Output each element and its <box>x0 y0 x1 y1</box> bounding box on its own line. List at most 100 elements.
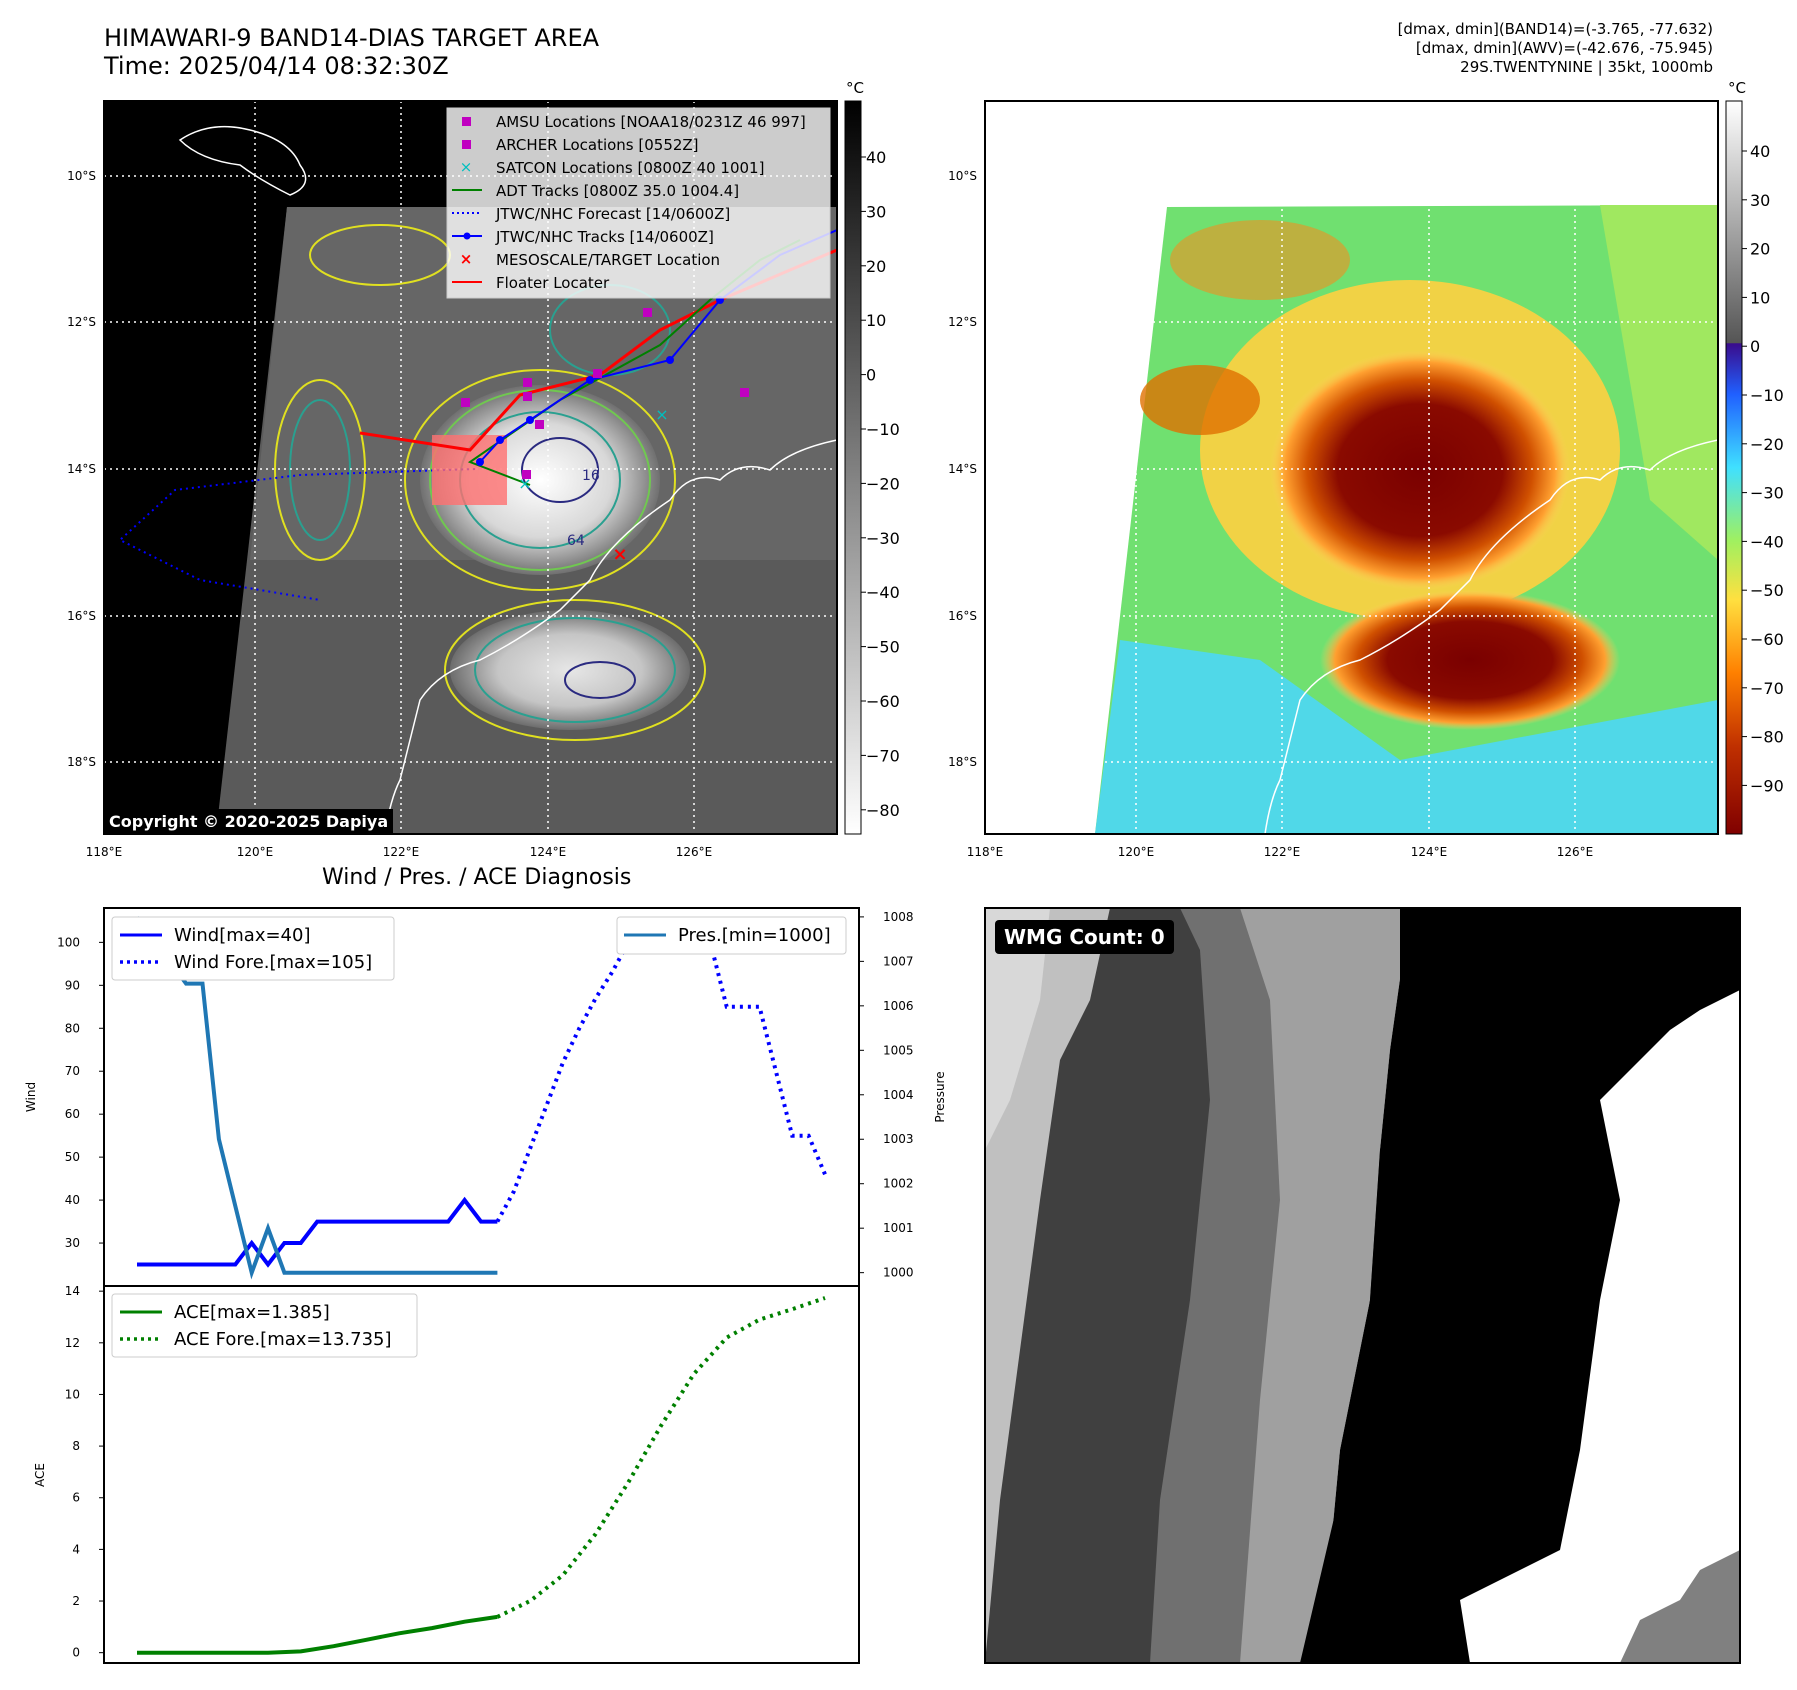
legend-target: MESOSCALE/TARGET Location <box>496 251 720 269</box>
legend-adt: ADT Tracks [0800Z 35.0 1004.4] <box>496 182 739 200</box>
wind-tick: 90 <box>65 978 80 992</box>
pressure-tick: 1008 <box>883 910 914 924</box>
ir-lat-tick: 16°S <box>67 609 96 623</box>
wind-tick: 100 <box>57 935 80 949</box>
wv-colorbar <box>1725 100 1743 835</box>
pressure-tick: 1005 <box>883 1043 914 1057</box>
ace-tick: 12 <box>65 1336 80 1350</box>
pressure-tick: 1004 <box>883 1088 914 1102</box>
wv-colorbar-tick: −80 <box>1750 728 1784 747</box>
ir-colorbar <box>844 100 862 835</box>
ir-lon-tick: 118°E <box>86 845 123 859</box>
wv-lat-tick: 10°S <box>948 169 977 183</box>
ir-colorbar-tick: −10 <box>866 420 900 439</box>
ir-lat-tick: 14°S <box>67 462 96 476</box>
ace-tick: 4 <box>72 1542 80 1556</box>
legend-amsu: AMSU Locations [NOAA18/0231Z 46 997] <box>496 113 806 131</box>
svg-text:×: × <box>518 474 531 493</box>
pressure-tick: 1000 <box>883 1266 914 1280</box>
ace-tick: 8 <box>72 1439 80 1453</box>
legend-pressure: Pres.[min=1000] <box>678 925 831 946</box>
wv-colorbar-tick: 0 <box>1750 337 1760 356</box>
ir-colorbar-tick: 30 <box>866 202 886 221</box>
ir-colorbar-tick: −20 <box>866 474 900 493</box>
wv-coastline <box>1264 439 1718 834</box>
wv-lon-tick: 122°E <box>1264 845 1301 859</box>
wv-colorbar-tick: 20 <box>1750 240 1770 259</box>
wv-map <box>985 101 1718 834</box>
ir-colorbar-tick: −30 <box>866 529 900 548</box>
contour-label-64: 64 <box>567 533 585 549</box>
wv-colorbar-tick: 10 <box>1750 288 1770 307</box>
wind-tick: 80 <box>65 1021 80 1035</box>
jtwc-forecast-track <box>118 468 476 601</box>
stats-block: [dmax, dmin](BAND14)=(-3.765, -77.632) [… <box>1398 20 1713 77</box>
wmg-panel <box>985 908 1740 1663</box>
ir-lon-tick: 122°E <box>383 845 420 859</box>
legend-archer: ARCHER Locations [0552Z] <box>496 136 699 154</box>
wv-colorbar-tick: −70 <box>1750 679 1784 698</box>
ir-colorbar-tick: 40 <box>866 148 886 167</box>
wv-colorbar-tick: −50 <box>1750 581 1784 600</box>
ace-tick: 2 <box>72 1594 80 1608</box>
ir-colorbar-tick: −70 <box>866 746 900 765</box>
legend-wind-fore: Wind Fore.[max=105] <box>174 952 372 973</box>
svg-text:×: × <box>460 158 473 176</box>
figure-title: HIMAWARI-9 BAND14-DIAS TARGET AREA Time:… <box>104 24 599 80</box>
pressure-tick: 1007 <box>883 954 914 968</box>
ace-axis-label: ACE <box>33 1463 47 1487</box>
pressure-tick: 1006 <box>883 999 914 1013</box>
wmg-count-badge: WMG Count: 0 <box>995 920 1174 954</box>
svg-text:×: × <box>655 405 668 424</box>
copyright-badge: Copyright © 2020-2025 Dapiya <box>104 809 394 834</box>
wind-tick: 50 <box>65 1150 80 1164</box>
map-legend: × × AMSU Locations [NOAA18/0231Z 46 997]… <box>446 107 831 299</box>
wind-pressure-chart: 30 40 50 60 70 80 90 100 1000 1001 1002 1003 1004 10… <box>24 907 947 1287</box>
stats-line-2: [dmax, dmin](AWV)=(-42.676, -75.945) <box>1415 39 1713 57</box>
ir-lat-tick: 18°S <box>67 755 96 769</box>
stats-line-3: 29S.TWENTYNINE | 35kt, 1000mb <box>1460 58 1713 76</box>
wv-lat-tick: 12°S <box>948 315 977 329</box>
legend-jtwc-forecast: JTWC/NHC Forecast [14/0600Z] <box>495 205 730 223</box>
ace-forecast-line <box>496 1296 826 1619</box>
ir-storm-core <box>420 385 660 575</box>
ir-lon-tick: 126°E <box>676 845 713 859</box>
wv-lat-tick: 14°S <box>948 462 977 476</box>
wind-axis-label: Wind <box>24 1082 38 1112</box>
ace-tick: 0 <box>72 1646 80 1660</box>
wv-colorbar-tick: 30 <box>1750 191 1770 210</box>
wind-tick: 40 <box>65 1193 80 1207</box>
wind-tick: 70 <box>65 1064 80 1078</box>
legend-ace: ACE[max=1.385] <box>174 1302 330 1323</box>
legend-satcon: SATCON Locations [0800Z 40 1001] <box>496 159 764 177</box>
ace-tick: 14 <box>65 1284 80 1298</box>
ir-lon-tick: 120°E <box>237 845 274 859</box>
contour-label-16: 16 <box>582 468 600 484</box>
ir-lat-tick: 10°S <box>67 169 96 183</box>
wv-colorbar-tick: −10 <box>1750 386 1784 405</box>
wind-tick: 30 <box>65 1236 80 1250</box>
wv-lat-tick: 18°S <box>948 755 977 769</box>
ace-tick: 10 <box>65 1387 80 1401</box>
pressure-tick: 1002 <box>883 1177 914 1191</box>
wv-lon-tick: 120°E <box>1118 845 1155 859</box>
wv-colorbar-tick: 40 <box>1750 142 1770 161</box>
legend-floater: Floater Locater <box>496 274 610 292</box>
chart-title: Wind / Pres. / ACE Diagnosis <box>322 865 632 890</box>
wv-storm-south <box>1320 590 1620 730</box>
svg-text:×: × <box>460 250 473 268</box>
wv-lon-tick: 126°E <box>1557 845 1594 859</box>
ace-tick: 6 <box>72 1491 80 1505</box>
wv-lon-tick: 118°E <box>967 845 1004 859</box>
ace-chart: 0 2 4 6 8 10 12 14 ACE ACE[max=1.385] ACE Fore.… <box>33 1284 860 1664</box>
legend-jtwc-tracks: JTWC/NHC Tracks [14/0600Z] <box>495 228 714 246</box>
ir-lon-tick: 124°E <box>530 845 567 859</box>
legend-ace-fore: ACE Fore.[max=13.735] <box>174 1329 392 1350</box>
ace-line <box>137 1614 498 1655</box>
island-coastline <box>178 125 307 196</box>
ir-lat-tick: 12°S <box>67 315 96 329</box>
legend-wind: Wind[max=40] <box>174 925 311 946</box>
title-line-2: Time: 2025/04/14 08:32:30Z <box>104 52 449 80</box>
wind-line <box>137 1196 498 1268</box>
